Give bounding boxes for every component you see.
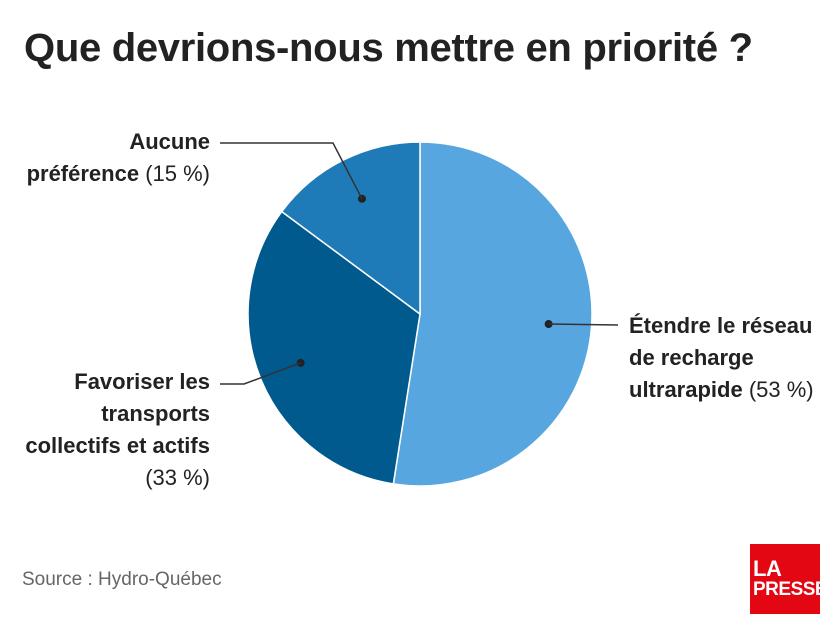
slice-label-aucune-line2: préférence [26,161,140,186]
la-presse-logo: LA PRESSE [750,544,828,614]
slice-label-transports-line1: Favoriser les [74,369,210,394]
chart-title: Que devrions-nous mettre en priorité ? [24,26,753,70]
slice-pct-transports: (33 %) [145,465,210,490]
pie-slice-recharge [392,141,593,487]
slice-label-recharge-line1: Étendre le réseau [629,313,813,338]
slice-label-transports: Favoriser les transports collectifs et a… [25,366,210,494]
slice-label-recharge-line3: ultrarapide [629,377,743,402]
source-note: Source : Hydro-Québec [22,569,222,590]
slice-label-recharge: Étendre le réseau de recharge ultrarapid… [629,310,814,406]
leader-line-recharge [548,323,619,326]
slice-label-transports-line2: transports [101,401,210,426]
slice-label-transports-line3: collectifs et actifs [25,433,210,458]
slice-label-aucune-line1: Aucune [129,129,210,154]
logo-line2: PRESSE [753,579,828,600]
slice-pct-recharge: (53 %) [748,377,814,402]
logo-line1: LA [753,556,782,581]
slice-label-aucune: Aucune préférence (15 %) [27,126,210,190]
slice-label-recharge-line2: de recharge [629,345,754,370]
leader-lines [220,142,619,385]
leader-line-transports [220,362,301,385]
pie-slice-transports [247,210,421,485]
pie-slices [247,141,593,487]
slice-pct-aucune: (15 %) [145,161,210,186]
leader-line-aucune [220,142,363,200]
